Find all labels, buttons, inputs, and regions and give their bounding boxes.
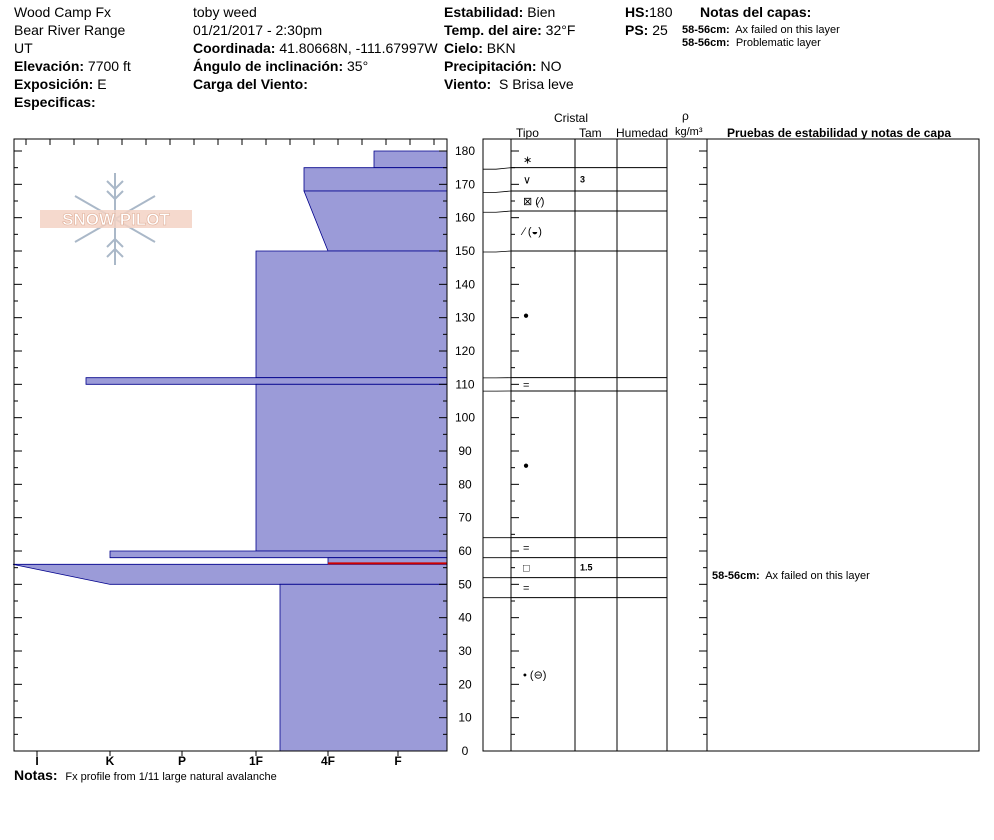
hardness-layer-9 — [280, 584, 447, 751]
depth-tick-label: 100 — [455, 411, 475, 425]
hardness-tick-label: P — [178, 754, 186, 768]
chart-frame — [14, 139, 979, 751]
depth-tick-label: 50 — [458, 577, 472, 591]
hardness-layer-0 — [374, 151, 447, 168]
depth-connector-0 — [483, 168, 511, 170]
grain-symbol-10: • (⊖) — [523, 669, 546, 681]
hardness-tick-label: 1F — [249, 754, 263, 768]
notes-label: Notas: — [14, 767, 58, 783]
hardness-layer-3 — [256, 251, 447, 378]
hardness-layer-8 — [13, 564, 447, 584]
depth-tick-label: 120 — [455, 344, 475, 358]
depth-tick-label: 20 — [458, 677, 472, 691]
depth-tick-label: 150 — [455, 244, 475, 258]
grain-symbol-9: = — [523, 583, 529, 595]
grain-symbol-1: ∨ — [523, 174, 531, 186]
depth-tick-label: 30 — [458, 644, 472, 658]
hardness-layer-1 — [304, 168, 447, 191]
depth-tick-label: 10 — [458, 711, 472, 725]
depth-tick-label: 160 — [455, 211, 475, 225]
hardness-tick-label: 4F — [321, 754, 335, 768]
hardness-tick-label: K — [106, 754, 115, 768]
hardness-layer-4 — [86, 378, 447, 385]
notes-text: Fx profile from 1/11 large natural avala… — [65, 771, 276, 783]
grain-symbol-6: ● — [523, 460, 529, 471]
grain-size-1: 3 — [580, 174, 585, 184]
depth-connector-1 — [483, 191, 511, 192]
depth-tick-label: 110 — [455, 377, 474, 391]
depth-connector-3 — [483, 251, 511, 252]
grain-symbol-3: ∕ (◒) — [520, 226, 542, 238]
grain-size-8: 1.5 — [580, 563, 593, 573]
logo-text: SNOW PILOT — [62, 210, 170, 229]
grain-symbol-8: □ — [523, 563, 530, 575]
hardness-tick-label: F — [394, 754, 401, 768]
depth-tick-label: 0 — [462, 744, 469, 758]
layer-table-border — [483, 139, 979, 751]
depth-tick-label: 70 — [458, 511, 472, 525]
depth-connector-2 — [483, 211, 511, 212]
test-note-text: Ax failed on this layer — [765, 570, 870, 582]
hardness-layer-6 — [110, 551, 447, 558]
depth-tick-label: 60 — [458, 544, 472, 558]
grain-symbol-2: ⊠ (∕) — [523, 196, 544, 208]
hardness-tick-label: I — [35, 754, 38, 768]
hardness-layer-5 — [256, 384, 447, 551]
grain-symbol-5: = — [523, 379, 529, 391]
snowpilot-logo: SNOW PILOT — [40, 173, 192, 265]
notes: Notas: Fx profile from 1/11 large natura… — [14, 767, 277, 785]
depth-tick-label: 130 — [455, 311, 475, 325]
depth-tick-label: 180 — [455, 144, 475, 158]
depth-tick-label: 40 — [458, 611, 472, 625]
depth-tick-label: 170 — [455, 177, 475, 191]
depth-tick-label: 90 — [458, 444, 472, 458]
test-note: 58-56cm: Ax failed on this layer — [712, 568, 870, 584]
depth-tick-label: 140 — [455, 277, 475, 291]
depth-tick-label: 80 — [458, 477, 472, 491]
grain-symbol-4: ● — [523, 310, 529, 321]
test-note-range: 58-56cm: — [712, 570, 760, 582]
grain-symbol-7: = — [523, 543, 529, 555]
hardness-layer-2 — [304, 191, 447, 251]
grain-symbol-0: ∗ — [523, 154, 532, 166]
